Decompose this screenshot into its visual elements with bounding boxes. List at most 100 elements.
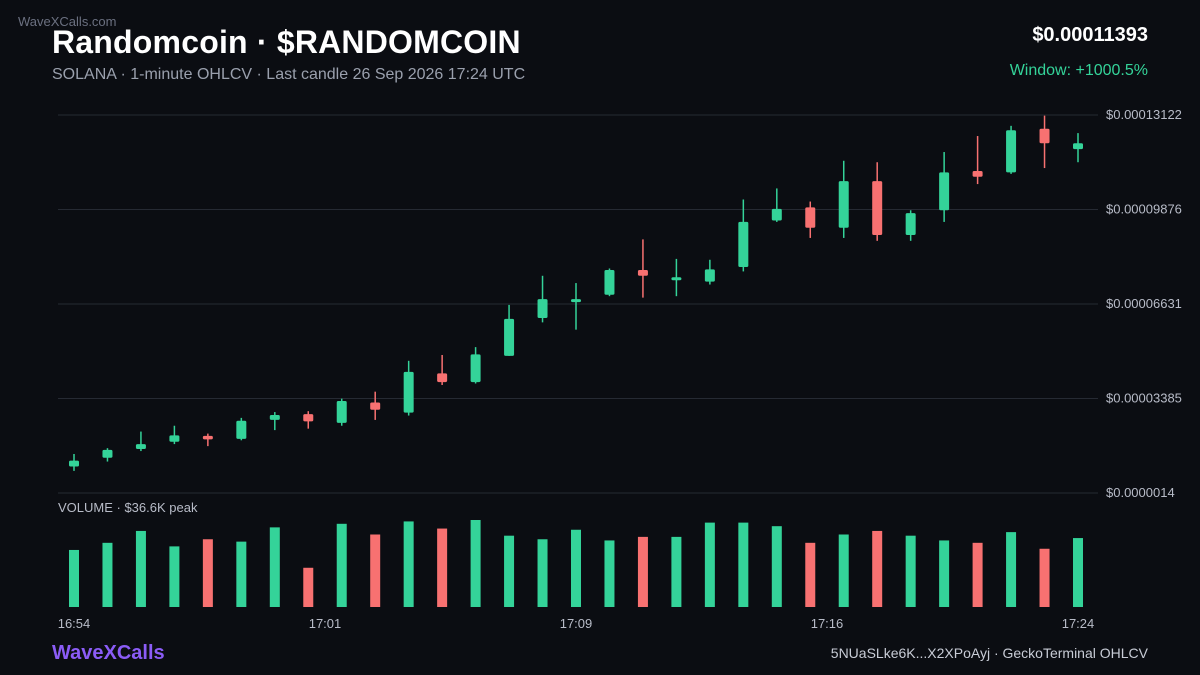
volume-bar: [437, 528, 448, 607]
candle-body: [303, 414, 314, 422]
volume-bar: [771, 526, 782, 607]
candle-body: [69, 460, 79, 467]
volume-bar: [1073, 538, 1083, 607]
y-tick-label: $0.00003385: [1106, 391, 1182, 406]
page-title: Randomcoin · $RANDOMCOIN: [52, 24, 521, 60]
candle: [336, 398, 347, 426]
volume-bar: [571, 529, 581, 607]
volume-bar: [269, 527, 280, 607]
volume-bar: [403, 521, 414, 607]
candle: [571, 283, 581, 330]
candle: [537, 275, 548, 323]
candle: [303, 411, 314, 429]
candle-body: [905, 213, 916, 236]
volume-bar: [202, 539, 213, 607]
x-axis-labels: 16:54 17:01 17:09 17:16 17:24: [58, 616, 1095, 631]
candle: [1073, 133, 1083, 163]
candle-body: [470, 354, 481, 383]
volume-bar: [1039, 548, 1050, 607]
candle: [805, 201, 816, 238]
candle-body: [838, 181, 849, 228]
candle: [637, 239, 648, 298]
subtitle: SOLANA · 1-minute OHLCV · Last candle 26…: [52, 66, 526, 83]
candle: [1039, 115, 1050, 169]
window-change: Window: +1000.5%: [1009, 62, 1148, 79]
volume-bar: [69, 549, 79, 607]
volume-bar: [169, 546, 180, 607]
candle-body: [437, 373, 448, 383]
candle: [972, 136, 983, 185]
volume-bar: [1006, 532, 1017, 607]
brand-logo: WaveXCalls: [52, 642, 165, 664]
candle-body: [571, 299, 581, 303]
candle-body: [872, 181, 883, 236]
candle-body: [403, 371, 414, 413]
candle-body: [135, 444, 146, 450]
volume-bar: [805, 542, 816, 607]
candle: [872, 162, 883, 241]
volume-bar: [939, 540, 950, 607]
current-price: $0.00011393: [1032, 24, 1148, 46]
volume-bar: [537, 539, 548, 607]
candle-body: [102, 449, 113, 458]
volume-bar: [604, 540, 615, 607]
grid-lines: [58, 114, 1098, 494]
candle-body: [972, 170, 983, 177]
candle-body: [671, 277, 682, 281]
volume-bar: [738, 522, 749, 607]
y-tick-label: $0.00009876: [1106, 202, 1182, 217]
candle: [169, 425, 180, 445]
candle-body: [370, 402, 381, 410]
candle: [738, 199, 749, 272]
candle: [135, 431, 146, 452]
volume-bar: [972, 542, 983, 607]
volume-bar: [470, 520, 481, 607]
volume-bar: [637, 536, 648, 607]
candle: [939, 152, 950, 222]
candle: [838, 160, 849, 238]
candle-body: [504, 318, 515, 356]
candle-body: [637, 269, 648, 276]
candle-body: [269, 414, 280, 420]
candle: [236, 417, 247, 441]
candle-body: [236, 420, 247, 439]
candle: [704, 259, 715, 285]
candle: [269, 412, 280, 431]
candle-body: [939, 172, 950, 211]
candle-body: [537, 299, 548, 319]
volume-bar: [303, 567, 314, 607]
x-tick-label: 17:16: [811, 616, 844, 631]
volume-bar: [671, 536, 682, 607]
candle-body: [1039, 128, 1050, 144]
candle-body: [805, 207, 816, 228]
volume-bar: [838, 534, 849, 607]
candle: [403, 360, 414, 416]
candle: [102, 448, 113, 462]
y-tick-label: $0.00013122: [1106, 107, 1182, 122]
candle: [905, 210, 916, 241]
candle: [69, 453, 79, 471]
candle: [771, 188, 782, 222]
candle-body: [169, 435, 180, 442]
candle-body: [704, 269, 715, 282]
volume-label: VOLUME · $36.6K peak: [58, 500, 198, 515]
candle-body: [336, 400, 347, 423]
candle-body: [604, 269, 615, 295]
candle: [604, 268, 615, 297]
candle-body: [738, 221, 749, 268]
candle: [202, 433, 213, 447]
x-tick-label: 16:54: [58, 616, 91, 631]
candle: [504, 304, 515, 356]
volume-bar: [504, 535, 515, 607]
volume-bar: [370, 534, 381, 607]
volume-bar: [704, 522, 715, 607]
y-tick-label: $0.0000014: [1106, 485, 1175, 500]
candle-body: [1073, 143, 1083, 150]
candle: [370, 391, 381, 420]
volume-bar: [905, 535, 916, 607]
candle: [470, 347, 481, 384]
candle: [1006, 125, 1017, 174]
y-tick-label: $0.00006631: [1106, 296, 1182, 311]
candle-body: [202, 435, 213, 440]
